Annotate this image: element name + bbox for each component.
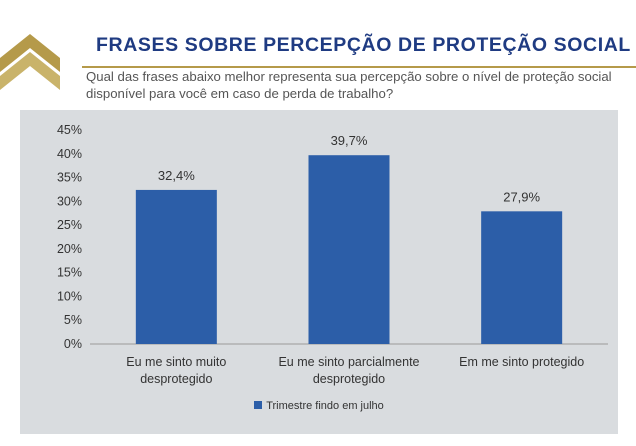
x-category-label-line: Em me sinto protegido [459, 355, 585, 369]
company-logo [0, 34, 60, 90]
bar [308, 155, 390, 344]
legend-label: Trimestre findo em julho [266, 400, 384, 412]
x-category-label-line: Eu me sinto parcialmente [278, 355, 420, 369]
chart-panel: 0% 5% 10% 15% 20% 25% 30% 35% 40% 45% 32,4% 39,7% 27… [20, 110, 618, 434]
bar-chart: 0% 5% 10% 15% 20% 25% 30% 35% 40% 45% 32,4% 39,7% 27… [57, 123, 608, 351]
y-tick-label: 40% [57, 147, 82, 161]
bar [135, 189, 217, 344]
chart-legend: Trimestre findo em julho [20, 400, 618, 412]
x-category-label: Eu me sinto parcialmente desprotegido [264, 354, 434, 388]
legend-swatch [254, 401, 263, 409]
page-title: FRASES SOBRE PERCEPÇÃO DE PROTEÇÃO SOCIA… [96, 34, 631, 56]
y-tick-label: 45% [57, 123, 82, 137]
y-tick-label: 20% [57, 242, 82, 256]
y-tick-label: 5% [64, 313, 82, 327]
data-label: 32,4% [158, 168, 195, 183]
y-tick-label: 10% [57, 289, 82, 303]
title-divider [82, 66, 636, 68]
y-tick-label: 15% [57, 266, 82, 280]
survey-question: Qual das frases abaixo melhor representa… [86, 69, 612, 101]
data-label: 27,9% [503, 189, 540, 204]
y-tick-label: 0% [64, 337, 82, 351]
x-category-label-line: Eu me sinto muito [126, 355, 227, 369]
bar [481, 211, 563, 344]
x-category-label: Em me sinto protegido [437, 354, 607, 371]
x-category-label-line: desprotegido [312, 372, 386, 386]
y-tick-label: 30% [57, 194, 82, 208]
x-category-label: Eu me sinto muito desprotegido [91, 354, 261, 388]
data-label: 39,7% [331, 133, 368, 148]
y-tick-label: 25% [57, 218, 82, 232]
x-category-label-line: desprotegido [140, 372, 213, 386]
y-tick-label: 35% [57, 171, 82, 185]
